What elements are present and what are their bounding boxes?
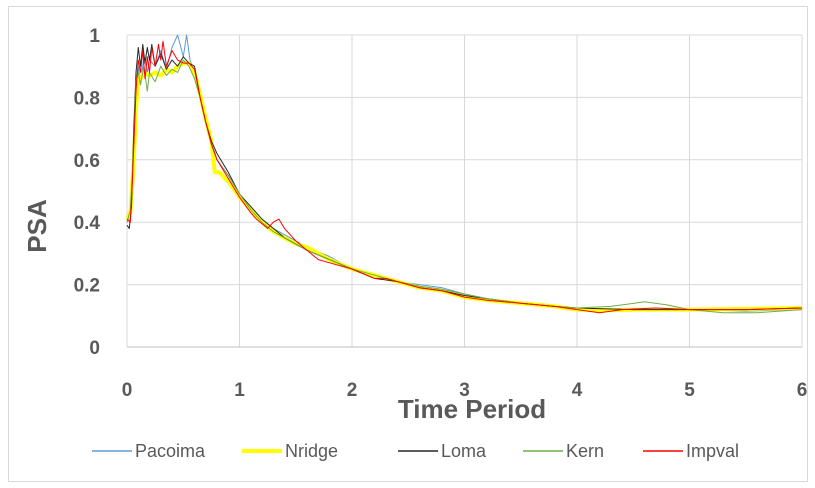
x-tick-label: 5 [684,380,695,401]
legend-label-impval: Impval [686,441,739,461]
legend-label-nridge: Nridge [285,441,338,461]
x-tick-label: 1 [234,380,245,401]
legend: Pacoima Nridge Loma Kern Impval [92,441,739,461]
legend-label-loma: Loma [441,441,487,461]
y-tick-label: 0.6 [74,151,100,172]
x-tick-label: 0 [122,380,133,401]
legend-label-kern: Kern [566,441,604,461]
axes: 0 0.2 0.4 0.6 0.8 1 0 1 2 3 4 5 6 [74,26,808,401]
gridlines [126,34,803,348]
y-tick-label: 0 [89,338,100,359]
x-tick-label: 6 [797,380,808,401]
plot-series [125,34,803,314]
series-line-impval [126,40,803,314]
y-tick-label: 1 [89,26,100,47]
series-line-loma [126,43,803,311]
chart-frame [8,6,808,482]
x-tick-label: 4 [572,380,583,401]
legend-label-pacoima: Pacoima [135,441,206,461]
y-tick-label: 0.4 [74,213,101,234]
series-line-kern [126,59,803,314]
x-axis-title: Time Period [398,394,546,424]
x-tick-label: 2 [347,380,358,401]
y-tick-label: 0.8 [74,88,100,109]
y-axis-title: PSA [22,199,52,253]
x-tick-label: 3 [459,380,470,401]
y-tick-label: 0.2 [74,276,100,297]
